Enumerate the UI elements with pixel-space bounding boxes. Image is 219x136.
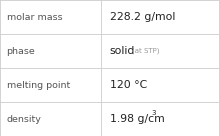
Text: (at STP): (at STP) <box>132 48 159 54</box>
Text: phase: phase <box>7 47 35 55</box>
Text: molar mass: molar mass <box>7 13 62 21</box>
Text: 1.98 g/cm: 1.98 g/cm <box>110 114 164 124</box>
Text: density: density <box>7 115 41 123</box>
Text: 228.2 g/mol: 228.2 g/mol <box>110 12 175 22</box>
Text: melting point: melting point <box>7 81 70 89</box>
Text: 120 °C: 120 °C <box>110 80 147 90</box>
Text: solid: solid <box>110 46 135 56</box>
Text: 3: 3 <box>152 110 156 116</box>
